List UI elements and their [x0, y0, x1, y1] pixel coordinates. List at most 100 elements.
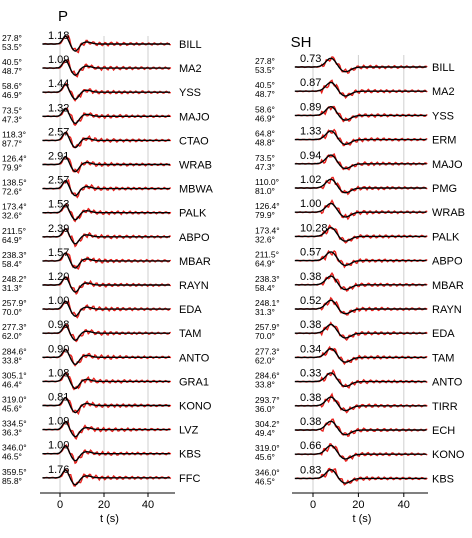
synthetic-waveform	[294, 105, 427, 121]
trace-eda: EDA 0.38 257.9°70.0°	[255, 319, 455, 341]
station-label: TIRR	[432, 401, 458, 413]
azimuth-label: 238.3°	[255, 274, 280, 284]
distance-label: 72.6°	[2, 187, 22, 197]
azimuth-label: 284.6°	[255, 371, 280, 381]
station-label: LVZ	[179, 425, 199, 437]
observed-waveform	[43, 323, 171, 343]
trace-yss: YSS 0.89 58.6°46.9°	[255, 101, 454, 123]
azimuth-label: 138.5°	[2, 178, 27, 188]
synthetic-waveform	[42, 59, 170, 76]
synthetic-waveform	[42, 348, 170, 366]
amplitude-label: 0.89	[300, 101, 321, 113]
azimuth-label: 58.6°	[255, 104, 275, 114]
distance-label: 48.7°	[255, 89, 275, 99]
panel-p: P 0 20 40 t (s) BILL 1.18 27.8°53.5° MA2 1.09 40.5…	[2, 8, 213, 525]
amplitude-label: 1.00	[48, 440, 69, 452]
amplitude-label: 10.28	[300, 222, 328, 234]
distance-label: 58.4°	[255, 283, 275, 293]
synthetic-waveform	[42, 228, 170, 245]
distance-label: 58.4°	[2, 259, 22, 269]
amplitude-label: 0.87	[300, 77, 321, 89]
distance-label: 49.4°	[255, 428, 275, 438]
trace-abpo: ABPO 0.57 211.5°64.9°	[255, 247, 463, 269]
amplitude-label: 0.73	[300, 53, 321, 65]
synthetic-waveform	[294, 154, 427, 170]
synthetic-waveform	[42, 324, 170, 342]
azimuth-label: 277.3°	[2, 322, 27, 332]
station-label: PMG	[432, 183, 457, 195]
synthetic-waveform	[42, 83, 170, 101]
trace-palk: PALK 1.53 173.4°32.6°	[2, 199, 207, 223]
trace-ma2: MA2 1.09 40.5°48.7°	[2, 54, 202, 78]
amplitude-label: 0.94	[300, 150, 321, 162]
distance-label: 70.0°	[2, 307, 22, 317]
panel-sh: SH 0 20 40 t (s) BILL 0.73 27.8°53.5° MA2 0.87 40.…	[255, 34, 465, 525]
trace-rayn: RAYN 1.20 248.2°31.3°	[2, 271, 209, 295]
station-label: FFC	[179, 473, 200, 485]
panel-title: SH	[291, 34, 312, 51]
synthetic-waveform	[294, 299, 427, 315]
trace-mbar: MBAR 0.38 238.3°58.4°	[255, 271, 464, 293]
x-axis-label: t (s)	[353, 513, 372, 525]
azimuth-label: 257.9°	[2, 298, 27, 308]
azimuth-label: 319.0°	[255, 443, 280, 453]
trace-tam: TAM 0.34 277.3°62.0°	[255, 343, 454, 365]
x-tick-label: 0	[57, 499, 63, 511]
x-tick-label: 20	[352, 499, 364, 511]
synthetic-waveform	[42, 155, 170, 173]
synthetic-waveform	[294, 275, 427, 291]
azimuth-label: 293.7°	[255, 395, 280, 405]
azimuth-label: 27.8°	[2, 33, 22, 43]
amplitude-label: 2.57	[48, 175, 69, 187]
amplitude-label: 2.57	[48, 126, 69, 138]
trace-majo: MAJO 1.32 73.5°47.3°	[2, 102, 210, 127]
distance-label: 47.3°	[2, 114, 22, 124]
station-label: PALK	[432, 231, 460, 243]
x-tick-label: 40	[398, 499, 410, 511]
azimuth-label: 211.5°	[255, 250, 279, 260]
station-label: WRAB	[179, 160, 212, 172]
station-label: KBS	[179, 449, 201, 461]
trace-kbs: KBS 1.00 346.0°46.5°	[2, 440, 201, 465]
distance-label: 53.5°	[255, 65, 275, 75]
synthetic-waveform	[294, 468, 427, 484]
azimuth-label: 211.5°	[2, 226, 26, 236]
synthetic-waveform	[294, 251, 427, 266]
station-label: MAJO	[179, 111, 210, 123]
distance-label: 31.3°	[2, 283, 22, 293]
distance-label: 36.3°	[2, 428, 22, 438]
azimuth-label: 73.5°	[2, 105, 22, 115]
trace-ffc: FFC 1.76 359.5°85.8°	[2, 464, 200, 487]
distance-label: 45.6°	[2, 404, 22, 414]
amplitude-label: 1.08	[48, 367, 69, 379]
amplitude-label: 0.81	[48, 392, 69, 404]
station-label: MAJO	[432, 159, 463, 171]
amplitude-label: 0.57	[300, 247, 321, 259]
trace-wrab: WRAB 2.91 126.4°79.9°	[2, 151, 212, 174]
trace-gra1: GRA1 1.08 305.1°46.4°	[2, 367, 209, 391]
amplitude-label: 2.91	[48, 151, 69, 163]
amplitude-label: 1.76	[48, 464, 69, 476]
distance-label: 46.4°	[2, 379, 22, 389]
trace-rayn: RAYN 0.52 248.1°31.3°	[255, 295, 462, 317]
distance-label: 48.8°	[255, 138, 275, 148]
distance-label: 48.7°	[2, 66, 22, 76]
distance-label: 87.7°	[2, 138, 22, 148]
amplitude-label: 1.00	[300, 198, 321, 210]
synthetic-waveform	[294, 226, 427, 242]
synthetic-waveform	[42, 444, 170, 462]
amplitude-label: 1.33	[300, 126, 321, 138]
synthetic-waveform	[294, 323, 427, 339]
synthetic-waveform	[42, 203, 170, 221]
amplitude-label: 1.18	[48, 30, 69, 42]
station-label: GRA1	[179, 376, 209, 388]
synthetic-waveform	[294, 372, 427, 387]
station-label: MBAR	[432, 280, 464, 292]
distance-label: 62.0°	[2, 331, 22, 341]
distance-label: 81.0°	[255, 186, 275, 196]
synthetic-waveform	[42, 372, 170, 390]
azimuth-label: 126.4°	[255, 201, 280, 211]
amplitude-label: 1.44	[48, 78, 69, 90]
distance-label: 79.9°	[255, 210, 275, 220]
